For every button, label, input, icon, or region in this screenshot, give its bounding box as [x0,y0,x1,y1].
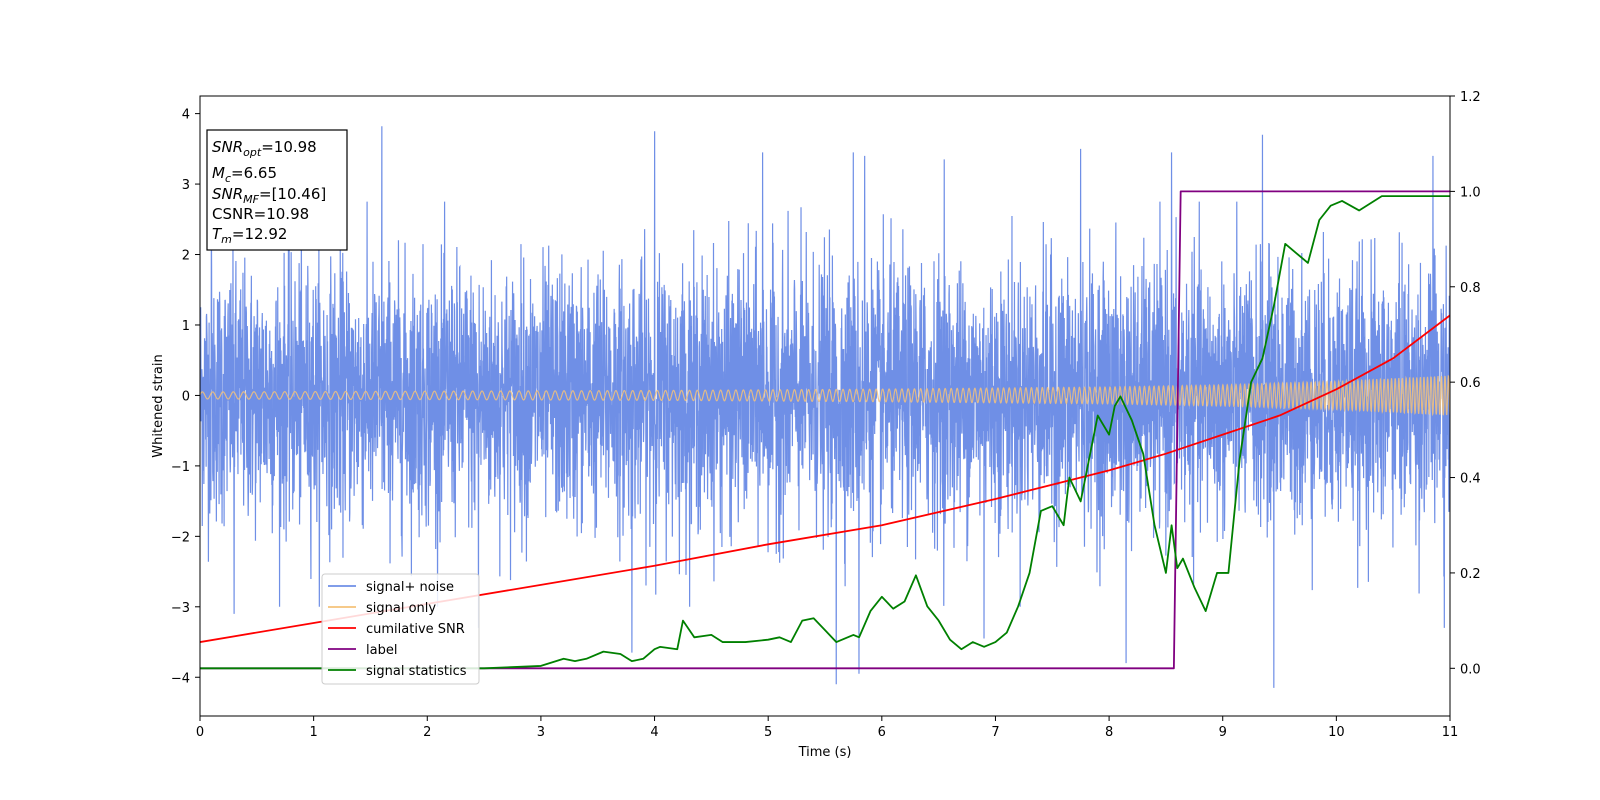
y-axis-left: −4 −3 −2 −1 0 1 2 3 4 [171,108,200,686]
y-right-tick-label: 0.2 [1460,567,1481,582]
info-line: CSNR=10.98 [212,205,309,223]
y-right-tick-label: 0.4 [1460,472,1481,487]
legend: signal+ noise signal only cumilative SNR la… [321,573,480,685]
y-left-tick-label: −3 [171,601,190,616]
plot-frame [199,95,1451,717]
y-left-tick-label: 4 [182,108,190,123]
x-tick-label: 6 [878,725,886,740]
series-signal-statistics [200,195,1450,670]
series-signal-plus-noise [200,126,1450,688]
legend-label: cumilative SNR [366,622,465,637]
y-left-tick-label: 0 [182,389,190,404]
y-left-tick-label: −1 [171,460,190,475]
x-tick-label: 4 [650,725,658,740]
y-axis-label: Whitened strain [151,354,166,457]
x-tick-label: 1 [309,725,317,740]
legend-label: label [366,643,397,658]
y-left-tick-label: 3 [182,178,190,193]
x-tick-label: 9 [1219,725,1227,740]
x-tick-label: 5 [764,725,772,740]
y-left-tick-label: −2 [171,530,190,545]
y-left-tick-label: −4 [171,671,190,686]
y-left-tick-label: 2 [182,249,190,264]
x-tick-label: 2 [423,725,431,740]
info-box-frame [206,129,348,251]
x-tick-label: 10 [1328,725,1345,740]
x-tick-label: 11 [1442,725,1459,740]
y-right-tick-label: 0.8 [1460,281,1481,296]
info-box: SNRopt=10.98 Mc=6.65SNRMF=[10.46]CSNR=10.… [206,129,348,251]
legend-label: signal+ noise [366,580,454,595]
y-right-tick-label: 0.6 [1460,376,1481,391]
x-tick-label: 0 [196,725,204,740]
series-label [200,190,1450,670]
x-tick-label: 8 [1105,725,1113,740]
y-right-tick-label: 1.0 [1460,185,1481,200]
legend-label: signal only [366,601,436,616]
x-axis-label: Time (s) [798,745,852,760]
y-right-tick-label: 0.0 [1460,662,1481,677]
series-signal-only [200,374,1450,417]
x-tick-label: 7 [991,725,999,740]
y-right-tick-label: 1.2 [1460,90,1481,105]
y-axis-right: 0.0 0.2 0.4 0.6 0.8 1.0 1.2 [1450,90,1481,677]
legend-frame [321,573,480,685]
x-axis: 0 1 2 3 4 5 6 7 8 9 10 11 [196,716,1458,740]
info-line: Tm=12.92 [212,225,287,246]
info-line: Mc=6.65 [212,164,277,185]
y-left-tick-label: 1 [182,319,190,334]
info-line: SNRMF=[10.46] [212,185,326,206]
x-tick-label: 3 [537,725,545,740]
legend-label: signal statistics [366,664,467,679]
info-line: SNRopt=10.98 [212,138,317,159]
